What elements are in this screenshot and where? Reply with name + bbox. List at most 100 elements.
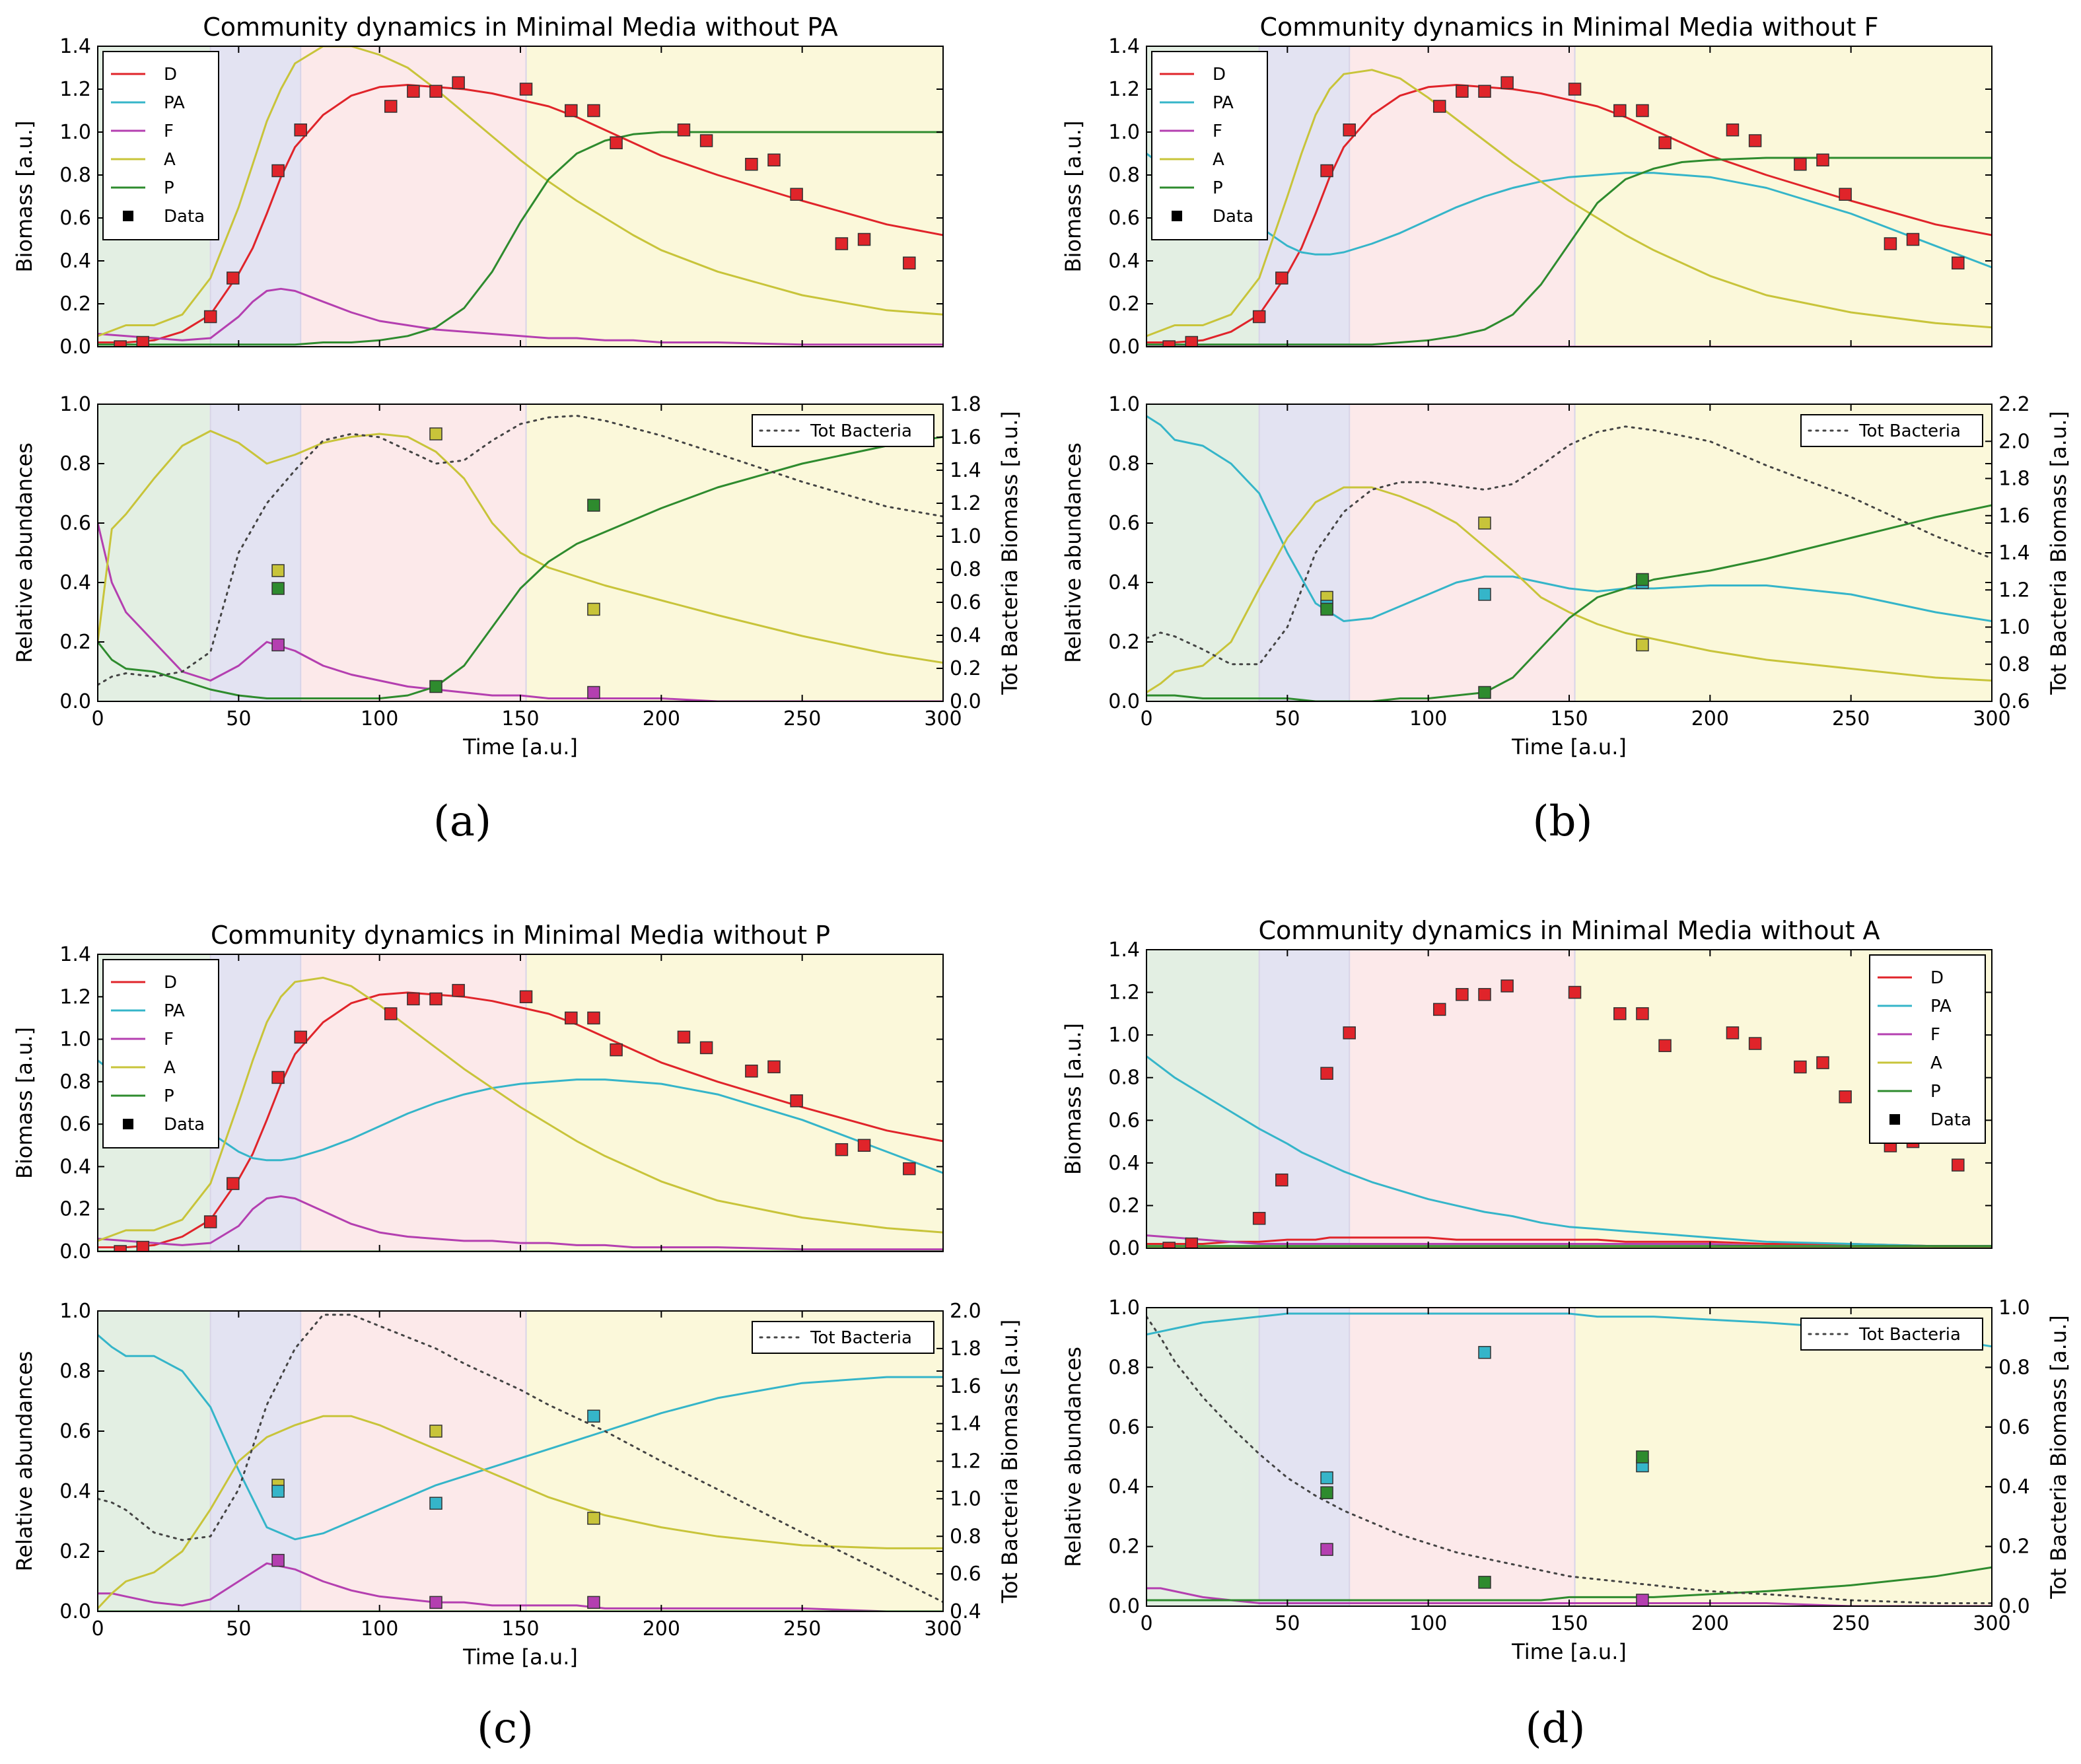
panel-d-biomass-data-point: [1816, 1056, 1829, 1069]
panel-d-relative-ytick-label: 1.0: [1108, 1296, 1140, 1320]
panel-b-biomass-data-point: [1500, 76, 1514, 89]
panel-d-relative-ylabel: Relative abundances: [1061, 1347, 1086, 1567]
panel-a-relative-phase-band: [526, 404, 943, 701]
panel-b-relative-xtick-label: 0: [1140, 707, 1152, 730]
panel-a-legend-data-marker: [123, 211, 133, 221]
panel-a-legend-label-pa: PA: [164, 93, 185, 113]
panel-d-biomass-data-point: [1456, 988, 1469, 1001]
panel-d-relative-phase-band: [1259, 1308, 1350, 1606]
panel-d-label: (d): [1526, 1704, 1586, 1753]
panel-c-biomass-ytick-label: 1.2: [59, 985, 91, 1008]
panel-b-biomass-phase-band: [1574, 46, 1992, 347]
panel-d-relative-ytick-label: 0.0: [1108, 1595, 1140, 1618]
panel-b-biomass-data-point: [1456, 85, 1469, 98]
panel-a-biomass-legend-box: [102, 51, 219, 240]
panel-a-right-ytick-label: 1.4: [950, 459, 981, 482]
panel-b-biomass-data-point: [1252, 310, 1266, 324]
panel-b-relative-ytick-label: 1.0: [1108, 393, 1140, 416]
panel-c-relative-line-pa: [98, 1334, 943, 1541]
panel-b-relative-ytick-label: 0.8: [1108, 452, 1140, 476]
panel-a-legend-label-data: Data: [164, 207, 205, 227]
panel-c-relative-data-point-pa: [587, 1409, 600, 1423]
panel-b-right-ytick-label: 0.6: [1998, 690, 2030, 713]
panel-b-relative-phase-band: [1574, 404, 1992, 701]
panel-a-relative-ytick-label: 0.0: [59, 690, 91, 713]
panel-a-biomass-data-point: [203, 310, 217, 324]
panel-c-relative-phase-band: [210, 1311, 301, 1611]
panel-d-biomass-ytick-label: 0.6: [1108, 1109, 1140, 1132]
panel-c-legend-label-d: D: [164, 973, 177, 993]
panel-a-relative-data-point-a: [587, 602, 600, 616]
panel-d-legend-label-d: D: [1930, 968, 1944, 988]
panel-a-biomass-phase-band: [210, 46, 301, 347]
panel-d-biomass-ytick-label: 1.0: [1108, 1024, 1140, 1047]
panel-c-biomass-line-a: [98, 976, 943, 1242]
panel-c-relative-phase-band: [98, 1311, 211, 1611]
panel-a-relative-series: [98, 415, 943, 701]
panel-a-relative-line-a: [98, 430, 943, 664]
panel-c-relative-xtick-label: 150: [501, 1617, 539, 1641]
panel-c-biomass-data-point: [767, 1060, 781, 1074]
panel-c-biomass-data-point: [452, 983, 465, 997]
panel-b-biomass-ylabel: Biomass [a.u.]: [1061, 121, 1086, 273]
panel-d-relative-ytick-label: 0.8: [1108, 1356, 1140, 1379]
panel-b-relative-line-a: [1146, 486, 1992, 693]
panel-b-biomass-data-point: [1568, 83, 1582, 96]
panel-a-biomass-data-point: [903, 256, 916, 269]
panel-c-biomass-line-f: [98, 1195, 943, 1251]
panel-a-relative-ytick-label: 1.0: [59, 393, 91, 416]
panel-b-right-ytick-label: 2.2: [1998, 393, 2030, 416]
panel-c-biomass-line-pa: [98, 1059, 943, 1174]
panel-b-tot-ylabel: Tot Bacteria Biomass [a.u.]: [2046, 411, 2071, 695]
panel-a-legend-label-a: A: [164, 150, 176, 170]
panel-c-relative-plot: 0.00.20.40.60.81.00 50 100 150 200 250 3000.40…: [12, 1300, 1022, 1670]
panel-c-biomass-ylabel: Biomass [a.u.]: [12, 1027, 37, 1179]
panel-c-biomass-data-point: [677, 1030, 691, 1044]
panel-d-biomass-line-f: [1146, 1234, 1992, 1248]
panel-b-relative-series: [1146, 415, 1992, 701]
panel-d-right-ytick-label: 1.0: [1998, 1296, 2030, 1320]
panel-b-biomass-line-pa: [1146, 153, 1992, 269]
panel-a-relative-xtick-label: 50: [226, 707, 251, 730]
panel-a-biomass-line-a: [98, 46, 943, 337]
panel-b-relative-ytick-label: 0.4: [1108, 571, 1140, 594]
panel-c-title: Community dynamics in Minimal Media with…: [211, 921, 830, 950]
panel-b-relative-xtick-label: 100: [1409, 707, 1447, 730]
panel-b-relative-data-point-p: [1478, 686, 1491, 699]
panel-b-relative-line-p: [1146, 504, 1992, 701]
panel-c-tot-bacteria-line: [98, 1314, 943, 1604]
panel-c-relative-data-point-f: [429, 1596, 442, 1609]
panel-a-relative-phase-band: [300, 404, 526, 701]
panel-a-biomass-data-point: [610, 136, 623, 149]
panel-c-right-ytick-label: 1.0: [950, 1487, 981, 1510]
panel-c-legend-label-p: P: [164, 1086, 174, 1106]
panel-b-relative-phase-band: [1349, 404, 1575, 701]
panel-c-biomass-legend-box: [102, 959, 219, 1148]
panel-a-relative-xtick-label: 250: [783, 707, 821, 730]
panel-c-legend-label-f: F: [164, 1030, 174, 1049]
panel-d-biomass-data-point: [1726, 1026, 1740, 1040]
panel-c-relative-series: [98, 1314, 943, 1611]
panel-c-biomass-legend: D PA FAP Data: [102, 959, 219, 1148]
panel-d-biomass-ylabel: Biomass [a.u.]: [1061, 1023, 1086, 1175]
panel-d-relative-data-point-f: [1636, 1594, 1649, 1606]
panel-a-relative-xtick-label: 300: [924, 707, 962, 730]
panel-b-relative-data-point-p: [1320, 602, 1333, 616]
panel-c-relative-data-point-a: [587, 1512, 600, 1525]
panel-a-biomass-ytick-label: 0.2: [59, 293, 91, 316]
panel-a-right-ytick-label: 0.0: [950, 690, 981, 713]
panel-b-legend-label-pa: PA: [1213, 93, 1234, 113]
panel-b-right-ytick-label: 2.0: [1998, 430, 2030, 453]
panel-a-biomass-ytick-label: 0.4: [59, 250, 91, 273]
panel-c-right-ytick-label: 1.2: [950, 1450, 981, 1473]
panel-c-relative-ytick-label: 1.0: [59, 1300, 91, 1323]
panel-b-relative-plot: 0.00.20.40.60.81.00 50 100 150 200 250 3000.60…: [1061, 393, 2071, 759]
panel-d-relative-phase-band: [1146, 1308, 1259, 1606]
panel-c-biomass-data-point: [903, 1162, 916, 1176]
panel-a-biomass-data-point: [452, 76, 465, 89]
panel-a-relative-ytick-label: 0.6: [59, 512, 91, 535]
panel-a-biomass-ytick-label: 1.2: [59, 78, 91, 101]
panel-d-legend-label-f: F: [1930, 1025, 1940, 1045]
panel-b-legend-label-p: P: [1213, 178, 1223, 198]
